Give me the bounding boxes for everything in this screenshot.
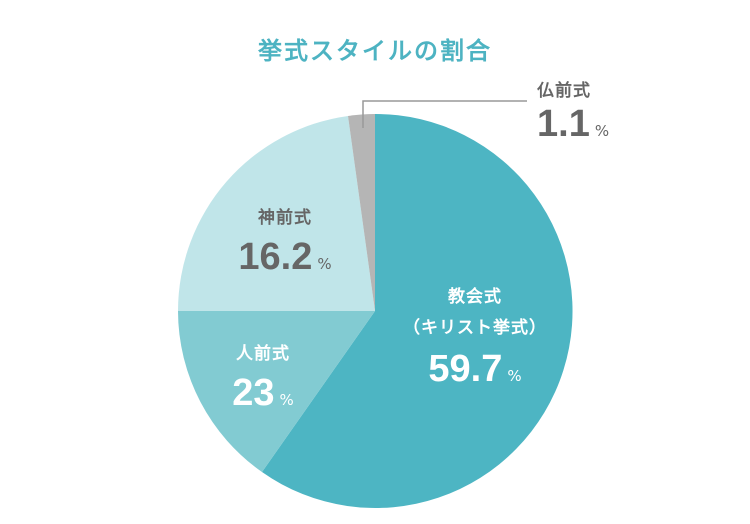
label-buddhist-name: 仏前式 bbox=[537, 81, 591, 101]
label-buddhist-value: 1.1 bbox=[537, 103, 590, 145]
label-civil: 人前式 23% bbox=[218, 339, 308, 412]
label-church-name: 教会式 bbox=[448, 287, 502, 307]
label-church-subname: （キリスト挙式） bbox=[403, 318, 547, 338]
label-civil-unit: % bbox=[279, 391, 294, 409]
label-civil-name: 人前式 bbox=[236, 344, 290, 364]
label-shinto-name: 神前式 bbox=[258, 208, 312, 228]
label-shinto: 神前式 16.2% bbox=[225, 203, 345, 276]
label-church: 教会式 （キリスト挙式） 59.7% bbox=[395, 282, 555, 388]
slice-shinto bbox=[178, 116, 375, 311]
slice-church bbox=[262, 113, 573, 508]
label-civil-value: 23 bbox=[232, 372, 275, 414]
label-church-value: 59.7 bbox=[428, 348, 503, 390]
label-church-unit: % bbox=[507, 367, 522, 385]
label-shinto-unit: % bbox=[317, 255, 332, 273]
slice-civil bbox=[178, 311, 375, 472]
chart-title: 挙式スタイルの割合 bbox=[258, 37, 492, 65]
label-buddhist-unit: % bbox=[594, 122, 610, 140]
slice-buddhist bbox=[348, 114, 375, 311]
label-buddhist: 仏前式 1.1% bbox=[537, 76, 609, 143]
leader-line bbox=[362, 100, 527, 128]
label-shinto-value: 16.2 bbox=[238, 236, 313, 278]
